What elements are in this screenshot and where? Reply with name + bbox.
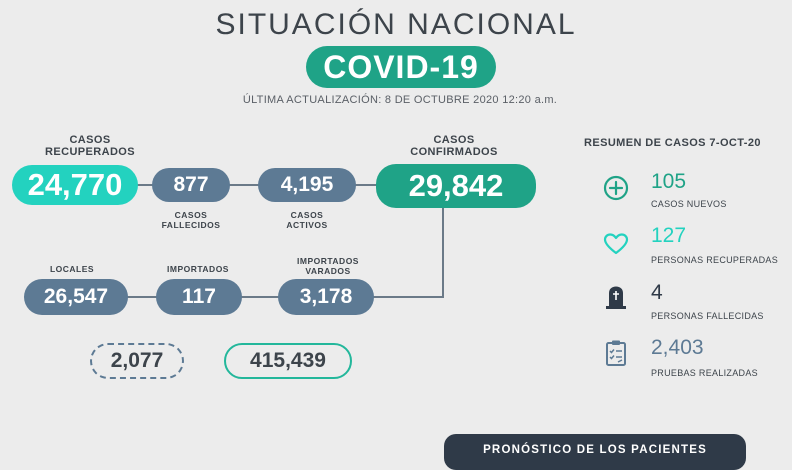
locales-label: LOCALES xyxy=(49,264,95,274)
fallecidos-value: 877 xyxy=(152,168,230,202)
heart-icon xyxy=(603,232,629,256)
tombstone-icon xyxy=(605,284,627,310)
personas-recuperadas-value: 127 xyxy=(651,224,687,247)
plus-circle-icon xyxy=(603,175,629,201)
clipboard-icon xyxy=(605,339,627,367)
activos-value: 4,195 xyxy=(258,168,356,202)
recuperados-value: 24,770 xyxy=(12,165,138,205)
covid-badge: COVID-19 xyxy=(306,46,496,88)
pruebas-realizadas-value: 2,403 xyxy=(651,336,704,359)
recuperados-label: CASOS RECUPERADOS xyxy=(45,134,135,158)
summary-title: RESUMEN DE CASOS 7-OCT-20 xyxy=(584,137,761,149)
connector-vertical xyxy=(442,205,444,297)
importados-label: IMPORTADOS xyxy=(167,264,229,274)
personas-fallecidas-label: PERSONAS FALLECIDAS xyxy=(651,311,764,321)
fallecidos-label: CASOS FALLECIDOS xyxy=(161,210,221,230)
casos-nuevos-value: 105 xyxy=(651,170,687,193)
extra-outline-value: 415,439 xyxy=(224,343,352,379)
personas-fallecidas-value: 4 xyxy=(651,281,663,304)
activos-label: CASOS ACTIVOS xyxy=(286,210,328,230)
page-title: SITUACIÓN NACIONAL xyxy=(215,8,577,41)
varados-label: IMPORTADOS VARADOS xyxy=(297,256,359,276)
personas-recuperadas-label: PERSONAS RECUPERADAS xyxy=(651,255,779,265)
locales-value: 26,547 xyxy=(24,279,128,315)
connector-top xyxy=(100,184,390,186)
importados-value: 117 xyxy=(156,279,242,315)
last-updated: ÚLTIMA ACTUALIZACIÓN: 8 DE OCTUBRE 2020 … xyxy=(242,94,558,106)
varados-value: 3,178 xyxy=(278,279,374,315)
extra-dashed-value: 2,077 xyxy=(90,343,184,379)
confirmados-value: 29,842 xyxy=(376,164,536,208)
connector-bottom xyxy=(90,296,444,298)
forecast-button[interactable]: PRONÓSTICO DE LOS PACIENTES xyxy=(444,434,746,470)
pruebas-realizadas-label: PRUEBAS REALIZADAS xyxy=(651,368,758,378)
casos-nuevos-label: CASOS NUEVOS xyxy=(651,199,727,209)
confirmados-label: CASOS CONFIRMADOS xyxy=(410,134,498,158)
